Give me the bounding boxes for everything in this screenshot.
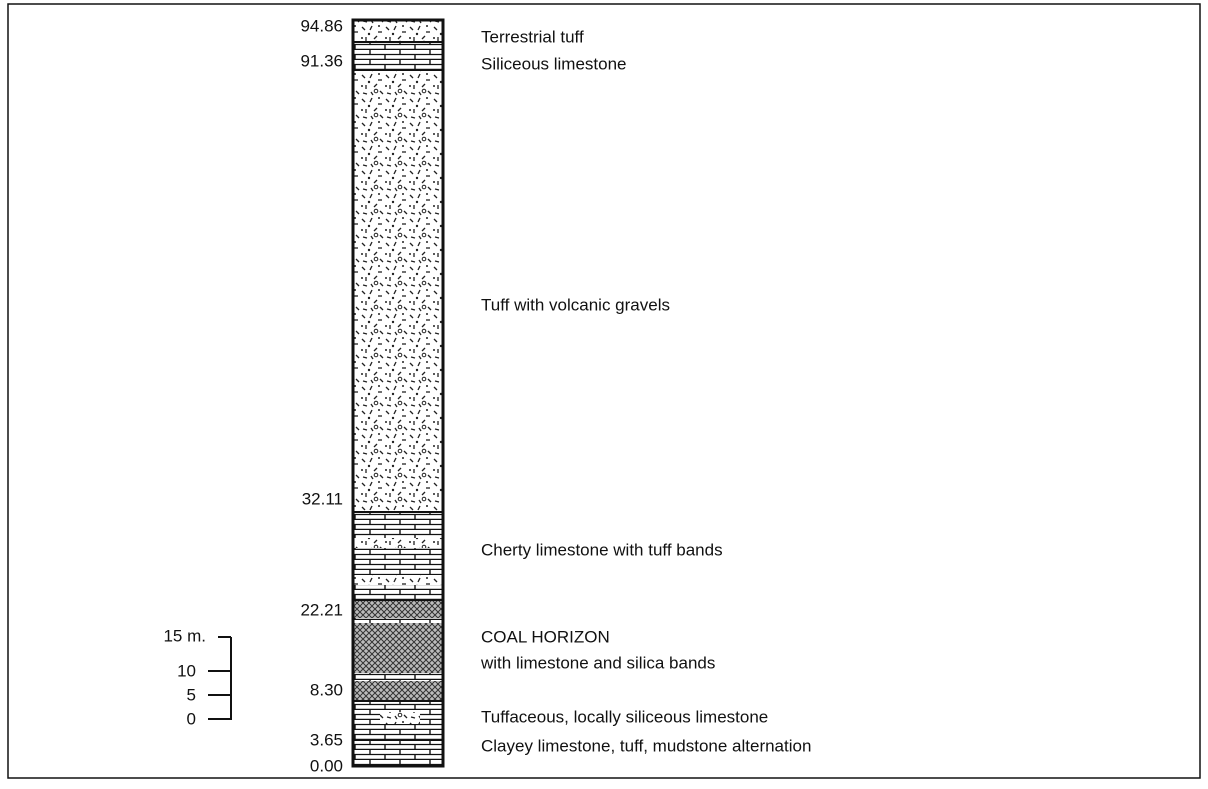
depth-label: 22.21: [300, 600, 343, 619]
scale-bar: 15 m. 10 5 0: [163, 626, 231, 728]
depth-labels: 94.86 91.36 32.11 22.21 8.30 3.65 0.00: [300, 16, 343, 775]
unit-label: Cherty limestone with tuff bands: [481, 540, 723, 559]
depth-label: 94.86: [300, 16, 343, 35]
scale-label: 15 m.: [163, 626, 206, 645]
unit-label: Siliceous limestone: [481, 54, 627, 73]
scale-label: 0: [187, 709, 196, 728]
unit-label: Tuffaceous, locally siliceous limestone: [481, 707, 768, 726]
unit-label: Tuff with volcanic gravels: [481, 295, 670, 314]
unit-label: COAL HORIZON: [481, 627, 610, 646]
depth-label: 32.11: [302, 489, 343, 508]
depth-label: 91.36: [300, 51, 343, 70]
diagram: 94.86 91.36 32.11 22.21 8.30 3.65 0.00 T…: [0, 0, 1208, 784]
unit-label: with limestone and silica bands: [480, 653, 715, 672]
scale-label: 5: [187, 685, 196, 704]
column: [353, 20, 443, 766]
depth-label: 3.65: [310, 730, 343, 749]
unit-labels: Terrestrial tuff Siliceous limestone Tuf…: [480, 27, 811, 755]
unit-label: Clayey limestone, tuff, mudstone alterna…: [481, 736, 811, 755]
depth-label: 0.00: [310, 756, 343, 775]
depth-label: 8.30: [310, 680, 343, 699]
scale-label: 10: [177, 661, 196, 680]
unit-label: Terrestrial tuff: [481, 27, 584, 46]
